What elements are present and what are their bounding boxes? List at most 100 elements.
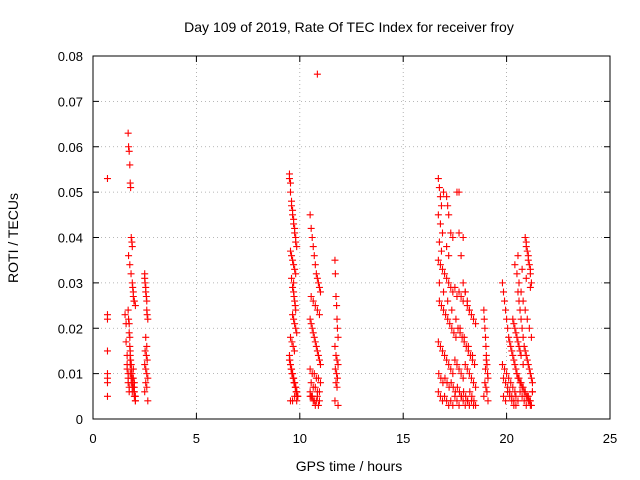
data-point xyxy=(464,342,472,350)
data-point xyxy=(524,256,532,264)
x-tick-label: 5 xyxy=(193,431,200,446)
data-point xyxy=(331,365,339,373)
data-point xyxy=(515,279,523,287)
data-point xyxy=(314,374,322,382)
data-point xyxy=(293,243,301,251)
data-point xyxy=(455,288,463,296)
data-point xyxy=(125,252,133,260)
data-point xyxy=(103,347,111,355)
data-point xyxy=(515,374,523,382)
data-point xyxy=(511,361,519,369)
data-point xyxy=(453,383,461,391)
y-tick-label: 0.02 xyxy=(58,321,83,336)
data-point xyxy=(333,356,341,364)
data-point xyxy=(447,229,455,237)
data-point xyxy=(332,292,340,300)
data-point xyxy=(445,211,453,219)
data-point xyxy=(511,324,519,332)
data-point xyxy=(127,234,135,241)
data-point xyxy=(437,202,445,210)
data-point xyxy=(307,224,315,232)
data-point xyxy=(504,324,512,332)
data-point xyxy=(435,184,443,192)
data-point xyxy=(128,243,136,251)
data-point xyxy=(334,361,342,369)
data-point xyxy=(129,379,137,387)
data-point xyxy=(449,288,457,296)
data-point xyxy=(468,351,476,359)
data-point xyxy=(290,374,298,382)
data-point xyxy=(519,361,527,369)
data-point xyxy=(309,297,317,305)
data-point xyxy=(121,311,129,319)
data-point xyxy=(449,234,457,241)
data-point xyxy=(441,270,449,278)
data-point xyxy=(143,311,151,319)
data-point xyxy=(452,333,460,341)
data-point xyxy=(450,329,458,337)
data-point xyxy=(506,392,514,400)
data-point xyxy=(309,397,317,405)
data-point xyxy=(316,379,324,387)
data-point xyxy=(333,370,341,378)
data-point xyxy=(517,315,525,323)
data-point xyxy=(441,374,449,382)
data-point xyxy=(523,247,531,255)
y-tick-label: 0.03 xyxy=(58,276,83,291)
data-point xyxy=(525,324,533,332)
data-point xyxy=(451,356,459,364)
data-point xyxy=(290,315,298,323)
data-point xyxy=(509,315,517,323)
data-point xyxy=(528,388,536,396)
data-point xyxy=(449,370,457,378)
data-point xyxy=(508,347,516,355)
data-point xyxy=(314,351,322,359)
data-point xyxy=(127,365,135,373)
data-point xyxy=(465,370,473,378)
data-point xyxy=(292,238,300,246)
data-point xyxy=(291,379,299,387)
data-point xyxy=(313,274,321,282)
data-point xyxy=(445,252,453,260)
data-point xyxy=(510,356,518,364)
y-tick-label: 0.08 xyxy=(58,49,83,64)
data-point xyxy=(507,342,515,350)
data-point xyxy=(291,392,299,400)
y-tick-label: 0.01 xyxy=(58,367,83,382)
data-point xyxy=(481,379,489,387)
data-point xyxy=(482,333,490,341)
data-point xyxy=(290,261,298,269)
data-point xyxy=(451,392,459,400)
x-tick-label: 10 xyxy=(293,431,307,446)
data-point xyxy=(127,270,135,278)
data-point xyxy=(437,302,445,310)
data-point xyxy=(289,311,297,319)
data-point xyxy=(484,374,492,382)
data-point xyxy=(518,392,526,400)
data-point xyxy=(466,388,474,396)
data-point xyxy=(306,365,314,373)
data-point xyxy=(291,320,299,328)
data-point xyxy=(472,401,480,409)
data-point xyxy=(501,365,509,373)
data-point xyxy=(126,161,134,169)
data-point xyxy=(523,356,531,364)
data-point xyxy=(470,379,478,387)
data-point xyxy=(126,261,134,269)
data-point xyxy=(447,397,455,405)
data-point xyxy=(508,397,516,405)
data-point xyxy=(499,288,507,296)
data-point xyxy=(308,234,316,241)
data-point xyxy=(502,397,510,405)
data-point xyxy=(436,220,444,228)
data-point xyxy=(512,329,520,337)
data-point xyxy=(144,315,152,323)
data-point xyxy=(482,342,490,350)
data-point xyxy=(291,229,299,237)
data-point xyxy=(311,261,319,269)
data-point xyxy=(472,320,480,328)
data-point xyxy=(289,283,297,291)
data-point xyxy=(440,188,448,196)
data-point xyxy=(482,383,490,391)
